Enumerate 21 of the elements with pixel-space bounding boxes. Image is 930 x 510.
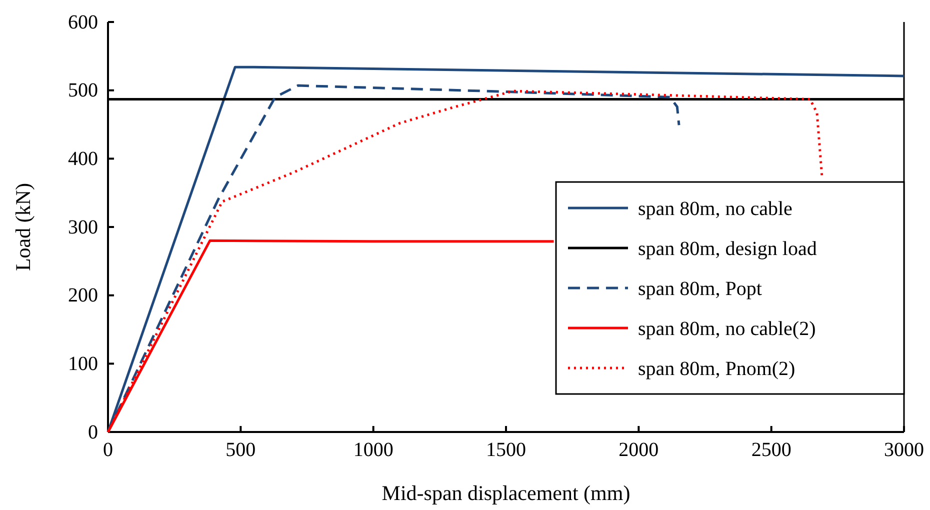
legend-label: span 80m, Pnom(2): [638, 358, 796, 380]
x-tick-label: 1000: [353, 439, 394, 462]
x-tick-label: 2500: [751, 439, 792, 462]
x-tick-label: 2000: [618, 439, 659, 462]
x-tick-label: 3000: [884, 439, 924, 462]
x-tick-label: 500: [226, 439, 256, 462]
legend-label: span 80m, design load: [638, 238, 817, 260]
x-tick-label: 0: [103, 439, 113, 462]
y-tick-label: 500: [68, 80, 98, 102]
y-tick-label: 100: [68, 353, 98, 376]
x-axis-title: Mid-span displacement (mm): [382, 481, 630, 505]
y-axis-title: Load (kN): [11, 182, 35, 272]
legend-label: span 80m, no cable(2): [638, 318, 816, 340]
y-tick-label: 0: [88, 421, 98, 444]
y-tick-label: 300: [68, 216, 98, 238]
x-tick-label: 1500: [486, 439, 526, 462]
y-tick-label: 400: [68, 148, 98, 170]
legend-label: span 80m, Popt: [638, 278, 762, 300]
y-tick-label: 600: [68, 11, 98, 34]
y-tick-label: 200: [68, 284, 98, 307]
legend-label: span 80m, no cable: [638, 198, 793, 220]
